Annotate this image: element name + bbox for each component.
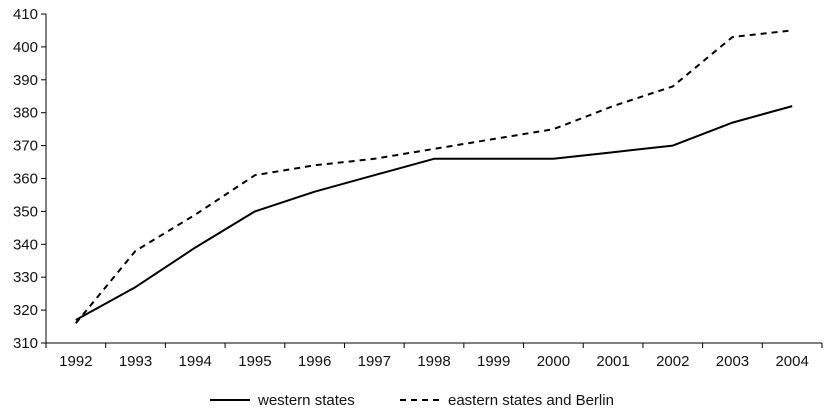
series-line-western-states [75, 105, 793, 321]
y-tick-label: 380 [13, 105, 38, 122]
y-axis-ticks: 310 320 330 340 350 360 370 380 390 400 410 [13, 6, 46, 352]
y-tick-label: 410 [13, 6, 38, 23]
series-line-eastern-states-and-berlin [75, 29, 793, 324]
y-tick-label: 310 [13, 335, 38, 352]
x-tick-label: 2000 [537, 353, 570, 370]
legend-item-eastern-states: eastern states and Berlin [400, 392, 614, 409]
x-tick-label: 2004 [775, 353, 808, 370]
x-tick-label: 1995 [238, 353, 271, 370]
legend-item-western-states: western states [210, 392, 355, 409]
series-lines [75, 29, 793, 324]
x-axis-ticks: 1992 1993 1994 1995 1996 1997 1998 1999 2000 2001… [45, 343, 823, 370]
x-tick-label: 1999 [477, 353, 510, 370]
y-tick-label: 330 [13, 269, 38, 286]
y-tick-label: 340 [13, 236, 38, 253]
x-tick-label: 1993 [119, 353, 152, 370]
y-tick-label: 320 [13, 302, 38, 319]
x-tick-label: 1997 [358, 353, 391, 370]
x-tick-label: 1996 [298, 353, 331, 370]
x-tick-label: 2002 [656, 353, 689, 370]
x-tick-label: 1992 [59, 353, 92, 370]
legend-label-eastern-states: eastern states and Berlin [448, 392, 614, 409]
legend: western states eastern states and Berlin [210, 392, 614, 409]
y-tick-label: 390 [13, 72, 38, 89]
y-tick-label: 370 [13, 138, 38, 155]
y-tick-label: 400 [13, 39, 38, 56]
x-tick-label: 2003 [716, 353, 749, 370]
x-tick-label: 2001 [596, 353, 629, 370]
x-tick-label: 1994 [179, 353, 212, 370]
legend-label-western-states: western states [257, 392, 355, 409]
y-tick-label: 350 [13, 203, 38, 220]
y-tick-label: 360 [13, 171, 38, 188]
x-tick-label: 1998 [417, 353, 450, 370]
